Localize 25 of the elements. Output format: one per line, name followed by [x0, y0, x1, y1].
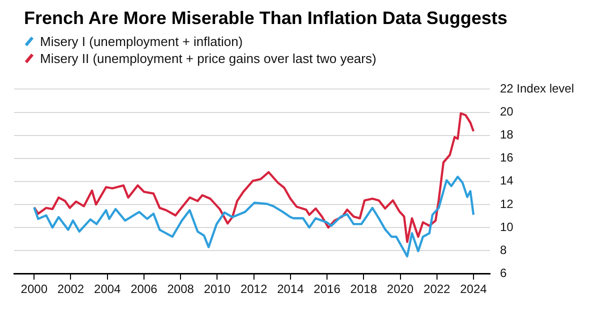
legend-label: Misery II (unemployment + price gains over last two years) [40, 51, 376, 66]
y-tick-label: 18 [500, 128, 514, 142]
y-tick-label: 16 [500, 150, 514, 165]
y-tick-label: 6 [500, 266, 507, 280]
legend-label: Misery I (unemployment + inflation) [40, 34, 243, 49]
y-tick-label: 22 Index level [500, 82, 574, 96]
x-tick-label: 2012 [240, 282, 268, 296]
chart-title: French Are More Miserable Than Inflation Data Suggests [24, 8, 508, 29]
x-tick-label: 2018 [350, 282, 378, 296]
x-tick-label: 2006 [130, 282, 158, 296]
y-tick-label: 10 [500, 220, 514, 234]
x-tick-label: 2024 [460, 282, 488, 296]
y-tick-label: 8 [500, 242, 507, 257]
x-tick-label: 2014 [277, 282, 304, 296]
x-tick-label: 2020 [386, 282, 414, 296]
x-tick-label: 2002 [57, 282, 84, 296]
x-tick-label: 2004 [94, 282, 122, 296]
x-tick-label: 2016 [314, 282, 341, 296]
x-tick-label: 2000 [20, 282, 48, 296]
y-tick-label: 20 [500, 104, 514, 119]
x-tick-label: 2010 [204, 282, 231, 296]
y-tick-label: 12 [500, 196, 514, 211]
x-tick-label: 2022 [424, 282, 451, 296]
y-tick-label: 14 [500, 174, 514, 188]
x-tick-label: 2008 [167, 282, 194, 296]
